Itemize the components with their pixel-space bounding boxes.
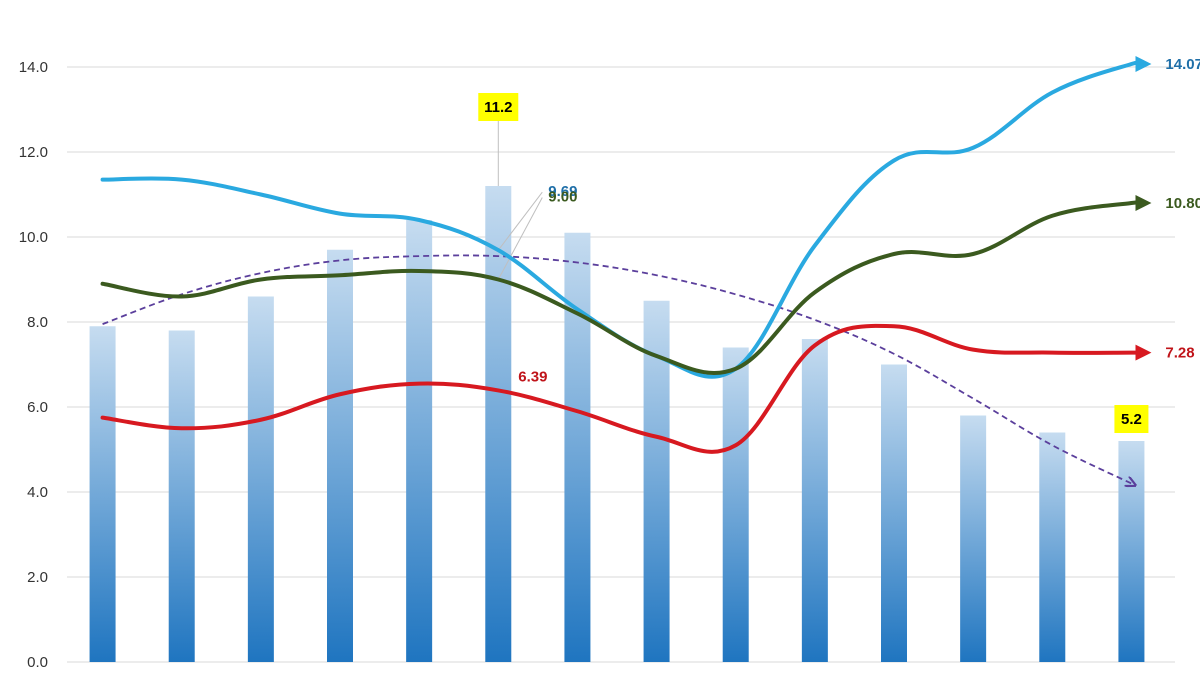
series-value-label: 7.28 bbox=[1165, 345, 1194, 362]
trend-line bbox=[102, 254, 1132, 483]
series-value-label: 9.69 bbox=[548, 183, 577, 200]
leader-line bbox=[497, 191, 543, 251]
y-tick-label: 6.0 bbox=[27, 399, 48, 416]
y-tick-label: 4.0 bbox=[27, 484, 48, 501]
series-value-label: 14.07 bbox=[1165, 56, 1200, 73]
y-tick-label: 8.0 bbox=[27, 314, 48, 331]
series-line-green bbox=[100, 194, 1152, 375]
y-axis-ticks: 0.0 2.0 4.0 6.0 8.0 10.0 12.0 14.0 bbox=[19, 59, 48, 671]
highlight-box bbox=[1114, 405, 1149, 433]
data-labels: 9.69 14.07 9.00 10.80 6.39 7.28 11.2 5.2 bbox=[478, 56, 1200, 433]
bar bbox=[960, 415, 987, 662]
bar bbox=[1118, 441, 1145, 662]
highlight-value-label: 5.2 bbox=[1121, 411, 1142, 428]
leader-lines bbox=[497, 121, 543, 280]
bar bbox=[1039, 432, 1066, 662]
highlight-box bbox=[478, 93, 519, 121]
bar bbox=[406, 220, 433, 662]
bar bbox=[247, 296, 274, 662]
gridlines bbox=[67, 66, 1175, 663]
y-tick-label: 12.0 bbox=[19, 144, 48, 161]
series-line-red bbox=[100, 323, 1152, 454]
y-tick-label: 14.0 bbox=[19, 59, 48, 76]
series-lines bbox=[100, 56, 1152, 454]
bar bbox=[881, 364, 907, 662]
series-value-label: 9.00 bbox=[548, 189, 577, 206]
y-tick-label: 10.0 bbox=[19, 229, 48, 246]
bars bbox=[89, 186, 1145, 662]
series-value-label: 6.39 bbox=[518, 368, 547, 385]
bar bbox=[327, 249, 353, 662]
series-value-label: 10.80 bbox=[1165, 195, 1200, 212]
trend-line-path bbox=[102, 254, 1132, 483]
bar bbox=[89, 326, 116, 662]
bar bbox=[722, 347, 749, 662]
bar bbox=[801, 339, 828, 662]
leader-line bbox=[497, 197, 543, 280]
y-tick-label: 2.0 bbox=[27, 569, 48, 586]
bar bbox=[485, 186, 512, 662]
bar bbox=[564, 232, 591, 662]
y-tick-label: 0.0 bbox=[27, 654, 48, 671]
highlight-value-label: 11.2 bbox=[484, 99, 512, 116]
bar bbox=[168, 330, 195, 662]
